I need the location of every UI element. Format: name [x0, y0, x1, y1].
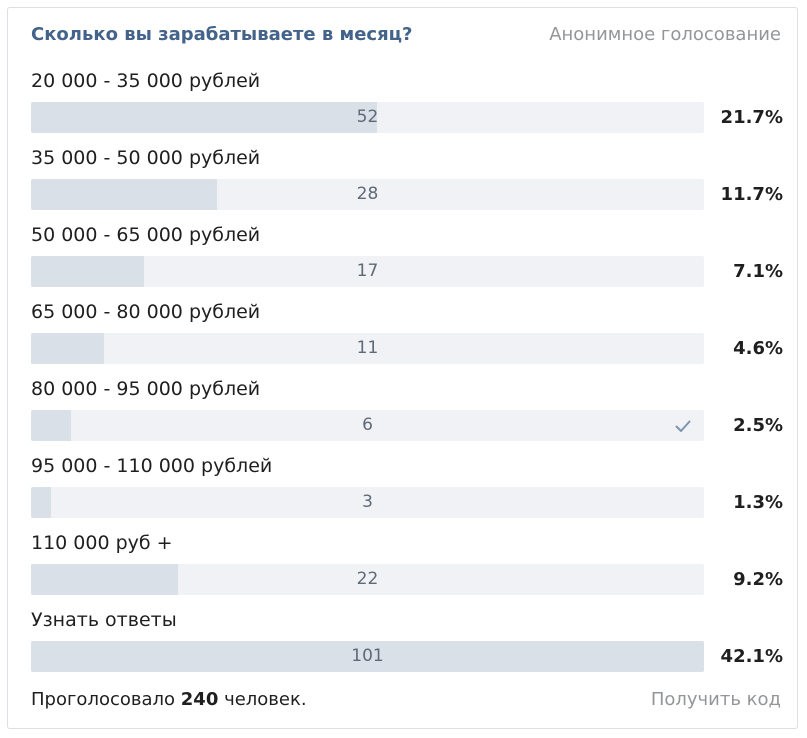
votes-prefix: Проголосовало: [31, 689, 176, 710]
poll-option-bar[interactable]: 6: [31, 410, 704, 441]
poll-option-vote-count: 28: [356, 184, 379, 204]
poll-option-vote-count: 22: [356, 569, 379, 589]
poll-option-bar[interactable]: 28: [31, 179, 704, 210]
poll-option-vote-count: 17: [356, 261, 379, 281]
poll-option-vote-count: 101: [351, 646, 384, 666]
poll-option-bar[interactable]: 52: [31, 102, 704, 133]
poll-option[interactable]: 20 000 - 35 000 рублей 52 21.7%: [31, 70, 783, 136]
poll-option[interactable]: 95 000 - 110 000 рублей 3 1.3%: [31, 455, 783, 521]
poll-option-bar-fill: [31, 179, 218, 210]
poll-option[interactable]: 80 000 - 95 000 рублей 6 2.5%: [31, 378, 783, 444]
poll-option-bar[interactable]: 22: [31, 564, 704, 595]
poll-option-label: 50 000 - 65 000 рублей: [31, 224, 261, 246]
poll-title: Сколько вы зарабатываете в месяц?: [31, 24, 413, 45]
poll-option-percent: 2.5%: [733, 415, 783, 436]
poll-option-percent: 9.2%: [733, 569, 783, 590]
poll-option-bar[interactable]: 3: [31, 487, 704, 518]
poll-option-bar-fill: [31, 641, 704, 672]
poll-option-label: 20 000 - 35 000 рублей: [31, 70, 261, 92]
poll-option-bar-fill: [31, 487, 52, 518]
poll-option[interactable]: 65 000 - 80 000 рублей 11 4.6%: [31, 301, 783, 367]
poll-option-label: 80 000 - 95 000 рублей: [31, 378, 261, 400]
poll-option-vote-count: 52: [356, 107, 379, 127]
poll-card: Сколько вы зарабатываете в месяц? Аноним…: [7, 7, 798, 729]
poll-option-bar[interactable]: 17: [31, 256, 704, 287]
poll-option-bar-fill: [31, 333, 105, 364]
poll-option-bar-fill: [31, 564, 178, 595]
poll-option-percent: 7.1%: [733, 261, 783, 282]
votes-suffix: человек.: [224, 689, 307, 710]
poll-option-bar-fill: [31, 410, 71, 441]
poll-option[interactable]: 35 000 - 50 000 рублей 28 11.7%: [31, 147, 783, 213]
poll-option-percent: 42.1%: [720, 646, 783, 667]
votes-summary: Проголосовало 240 человек.: [31, 689, 307, 710]
poll-option[interactable]: 110 000 руб + 22 9.2%: [31, 532, 783, 598]
get-code-link[interactable]: Получить код: [650, 689, 781, 710]
poll-option-label: 110 000 руб +: [31, 532, 173, 554]
poll-option-label: 35 000 - 50 000 рублей: [31, 147, 261, 169]
poll-option-percent: 21.7%: [720, 107, 783, 128]
poll-option-bar[interactable]: 11: [31, 333, 704, 364]
poll-option-bar-fill: [31, 256, 145, 287]
poll-option-percent: 1.3%: [733, 492, 783, 513]
poll-option-label: 65 000 - 80 000 рублей: [31, 301, 261, 323]
poll-option-percent: 4.6%: [733, 338, 783, 359]
poll-type-label: Анонимное голосование: [549, 24, 781, 45]
poll-option-vote-count: 6: [362, 415, 373, 435]
poll-option-vote-count: 11: [356, 338, 379, 358]
poll-option-label: Узнать ответы: [31, 609, 177, 631]
poll-option-label: 95 000 - 110 000 рублей: [31, 455, 273, 477]
poll-option-percent: 11.7%: [720, 184, 783, 205]
votes-total: 240: [180, 689, 219, 710]
poll-option-bar-fill: [31, 102, 377, 133]
poll-option[interactable]: Узнать ответы 101 42.1%: [31, 609, 783, 675]
poll-option-bar[interactable]: 101: [31, 641, 704, 672]
checkmark-icon: [675, 420, 691, 432]
poll-option[interactable]: 50 000 - 65 000 рублей 17 7.1%: [31, 224, 783, 290]
poll-option-vote-count: 3: [362, 492, 373, 512]
